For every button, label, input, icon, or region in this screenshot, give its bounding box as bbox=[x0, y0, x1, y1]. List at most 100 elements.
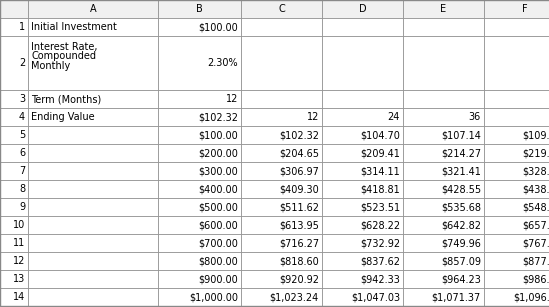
Text: A: A bbox=[89, 4, 96, 14]
Text: $102.32: $102.32 bbox=[198, 112, 238, 122]
Bar bbox=[403, 90, 484, 108]
Bar bbox=[403, 0, 484, 18]
Bar bbox=[158, 288, 241, 306]
Bar bbox=[403, 252, 484, 270]
Bar bbox=[241, 252, 322, 270]
Text: 2.30%: 2.30% bbox=[208, 58, 238, 68]
Text: 10: 10 bbox=[13, 220, 25, 230]
Bar bbox=[322, 216, 403, 234]
Bar bbox=[484, 270, 549, 288]
Bar bbox=[403, 126, 484, 144]
Text: $523.51: $523.51 bbox=[360, 202, 400, 212]
Bar bbox=[158, 18, 241, 36]
Bar bbox=[403, 180, 484, 198]
Bar bbox=[241, 198, 322, 216]
Text: $109.63: $109.63 bbox=[522, 130, 549, 140]
Bar bbox=[484, 252, 549, 270]
Bar bbox=[158, 162, 241, 180]
Bar bbox=[484, 288, 549, 306]
Bar bbox=[241, 288, 322, 306]
Bar bbox=[484, 126, 549, 144]
Bar bbox=[322, 288, 403, 306]
Bar bbox=[28, 108, 158, 126]
Text: $749.96: $749.96 bbox=[441, 238, 481, 248]
Bar bbox=[158, 252, 241, 270]
Bar bbox=[241, 144, 322, 162]
Text: $700.00: $700.00 bbox=[198, 238, 238, 248]
Bar bbox=[241, 90, 322, 108]
Bar bbox=[28, 234, 158, 252]
Bar bbox=[0, 288, 28, 306]
Bar bbox=[158, 126, 241, 144]
Bar bbox=[484, 0, 549, 18]
Bar bbox=[241, 18, 322, 36]
Bar bbox=[28, 180, 158, 198]
Text: $613.95: $613.95 bbox=[279, 220, 319, 230]
Text: $716.27: $716.27 bbox=[279, 238, 319, 248]
Bar bbox=[158, 216, 241, 234]
Bar bbox=[241, 0, 322, 18]
Bar bbox=[28, 126, 158, 144]
Text: $107.14: $107.14 bbox=[441, 130, 481, 140]
Bar bbox=[403, 216, 484, 234]
Bar bbox=[28, 198, 158, 216]
Text: $548.13: $548.13 bbox=[522, 202, 549, 212]
Bar bbox=[403, 18, 484, 36]
Bar bbox=[0, 162, 28, 180]
Bar bbox=[0, 252, 28, 270]
Text: $200.00: $200.00 bbox=[198, 148, 238, 158]
Text: Term (Months): Term (Months) bbox=[31, 94, 101, 104]
Text: $104.70: $104.70 bbox=[360, 130, 400, 140]
Text: 8: 8 bbox=[19, 184, 25, 194]
Text: $767.39: $767.39 bbox=[522, 238, 549, 248]
Bar bbox=[322, 270, 403, 288]
Text: $500.00: $500.00 bbox=[198, 202, 238, 212]
Text: $800.00: $800.00 bbox=[198, 256, 238, 266]
Bar bbox=[241, 36, 322, 90]
Text: $100.00: $100.00 bbox=[198, 130, 238, 140]
Text: Compounded: Compounded bbox=[31, 52, 96, 61]
Bar bbox=[28, 288, 158, 306]
Bar bbox=[0, 126, 28, 144]
Bar bbox=[28, 252, 158, 270]
Text: Monthly: Monthly bbox=[31, 61, 70, 71]
Text: $418.81: $418.81 bbox=[360, 184, 400, 194]
Text: $300.00: $300.00 bbox=[198, 166, 238, 176]
Bar bbox=[322, 144, 403, 162]
Bar bbox=[484, 234, 549, 252]
Bar bbox=[28, 270, 158, 288]
Bar bbox=[403, 270, 484, 288]
Text: Initial Investment: Initial Investment bbox=[31, 22, 117, 32]
Text: $642.82: $642.82 bbox=[441, 220, 481, 230]
Text: $920.92: $920.92 bbox=[279, 274, 319, 284]
Bar bbox=[322, 36, 403, 90]
Text: $204.65: $204.65 bbox=[279, 148, 319, 158]
Text: $657.76: $657.76 bbox=[522, 220, 549, 230]
Text: 6: 6 bbox=[19, 148, 25, 158]
Text: 12: 12 bbox=[13, 256, 25, 266]
Text: $857.09: $857.09 bbox=[441, 256, 481, 266]
Text: $1,023.24: $1,023.24 bbox=[270, 292, 319, 302]
Bar bbox=[322, 18, 403, 36]
Text: $511.62: $511.62 bbox=[279, 202, 319, 212]
Bar bbox=[0, 270, 28, 288]
Text: 7: 7 bbox=[19, 166, 25, 176]
Text: $964.23: $964.23 bbox=[441, 274, 481, 284]
Bar bbox=[241, 126, 322, 144]
Bar bbox=[158, 144, 241, 162]
Bar bbox=[28, 18, 158, 36]
Text: $214.27: $214.27 bbox=[441, 148, 481, 158]
Text: $942.33: $942.33 bbox=[360, 274, 400, 284]
Text: 2: 2 bbox=[19, 58, 25, 68]
Bar bbox=[484, 180, 549, 198]
Text: 12: 12 bbox=[307, 112, 319, 122]
Bar bbox=[0, 90, 28, 108]
Bar bbox=[403, 144, 484, 162]
Bar bbox=[484, 198, 549, 216]
Text: Ending Value: Ending Value bbox=[31, 112, 94, 122]
Bar bbox=[322, 90, 403, 108]
Bar bbox=[241, 216, 322, 234]
Bar bbox=[28, 0, 158, 18]
Bar bbox=[403, 36, 484, 90]
Text: $219.25: $219.25 bbox=[522, 148, 549, 158]
